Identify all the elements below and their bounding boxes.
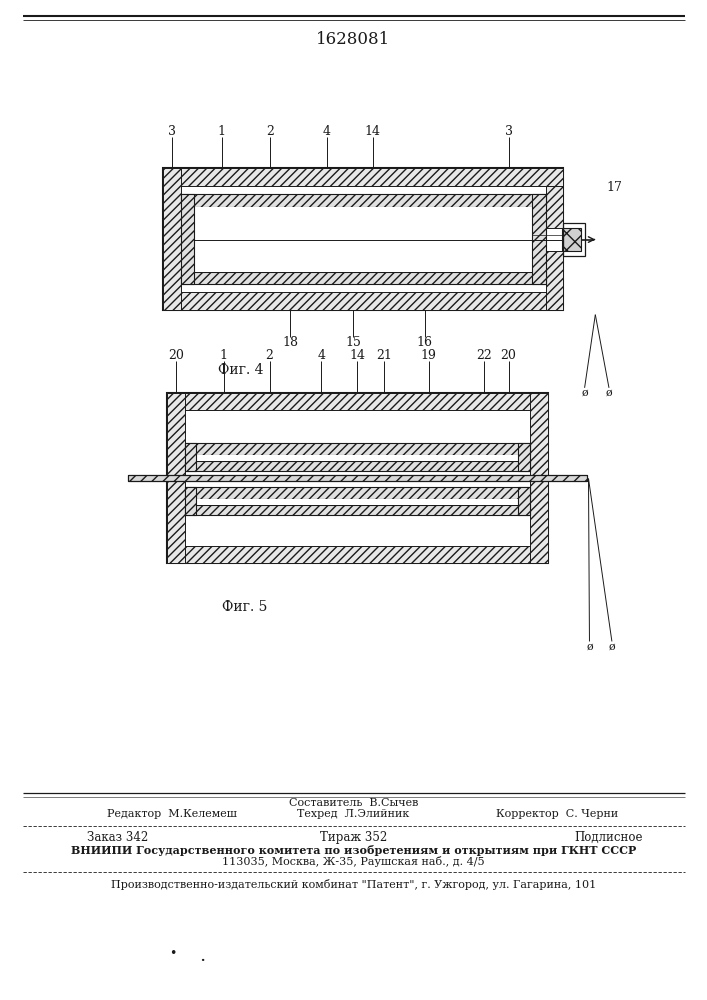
Bar — [185, 487, 530, 499]
Text: 14: 14 — [365, 125, 381, 138]
Text: 17: 17 — [606, 181, 622, 194]
Bar — [530, 393, 547, 563]
Bar — [546, 251, 563, 310]
Bar — [563, 223, 585, 256]
Bar — [167, 393, 547, 563]
Bar — [518, 487, 530, 515]
Bar — [185, 461, 530, 471]
Text: Фиг. 4: Фиг. 4 — [218, 363, 264, 377]
Bar — [163, 168, 563, 186]
Text: 20: 20 — [168, 349, 184, 362]
Bar — [181, 194, 194, 284]
Bar — [185, 443, 197, 471]
Bar — [518, 443, 530, 471]
Text: 113035, Москва, Ж-35, Раушская наб., д. 4/5: 113035, Москва, Ж-35, Раушская наб., д. … — [222, 856, 485, 867]
Text: Техред  Л.Элийник: Техред Л.Элийник — [297, 809, 409, 819]
Bar — [185, 461, 530, 471]
Text: 1628081: 1628081 — [316, 31, 390, 48]
Bar — [518, 443, 530, 471]
Bar — [163, 168, 181, 310]
Text: Корректор  С. Черни: Корректор С. Черни — [496, 809, 619, 819]
Text: 2: 2 — [266, 349, 274, 362]
Text: 4: 4 — [323, 125, 331, 138]
Text: Подлисное: Подлисное — [575, 831, 643, 844]
Text: 3: 3 — [506, 125, 513, 138]
Bar — [181, 194, 194, 284]
Text: 4: 4 — [317, 349, 325, 362]
Text: 19: 19 — [421, 349, 436, 362]
Text: 16: 16 — [416, 336, 433, 349]
Text: Редактор  М.Келемеш: Редактор М.Келемеш — [107, 809, 237, 819]
Text: Производственно-издательский комбинат "Патент", г. Ужгород, ул. Гагарина, 101: Производственно-издательский комбинат "П… — [111, 879, 596, 890]
Text: •: • — [169, 947, 177, 960]
Text: Составитель  В.Сычев: Составитель В.Сычев — [288, 798, 418, 808]
Bar — [185, 505, 530, 515]
Text: 18: 18 — [282, 336, 298, 349]
Bar — [181, 207, 546, 272]
Bar — [181, 194, 546, 207]
Text: Заказ 342: Заказ 342 — [87, 831, 148, 844]
Bar — [185, 505, 530, 515]
Text: 15: 15 — [346, 336, 361, 349]
Bar — [128, 475, 587, 481]
Bar — [532, 194, 546, 284]
Text: 21: 21 — [375, 349, 392, 362]
Text: Фиг. 5: Фиг. 5 — [223, 600, 268, 614]
Bar — [185, 455, 530, 461]
Text: 1: 1 — [220, 349, 228, 362]
Bar — [163, 292, 563, 310]
Bar — [563, 228, 580, 251]
Bar — [185, 487, 197, 515]
Bar — [518, 487, 530, 515]
Text: 14: 14 — [349, 349, 366, 362]
Bar — [167, 546, 547, 563]
Bar — [167, 393, 185, 563]
Bar — [546, 186, 563, 228]
Text: ø: ø — [606, 388, 612, 398]
Bar — [163, 168, 563, 310]
Bar — [167, 393, 547, 410]
Text: 22: 22 — [477, 349, 492, 362]
Text: .: . — [199, 947, 205, 965]
Bar — [532, 194, 546, 284]
Text: 2: 2 — [267, 125, 274, 138]
Text: 20: 20 — [501, 349, 516, 362]
Bar — [185, 443, 530, 455]
Text: ø: ø — [586, 641, 592, 651]
Bar — [185, 443, 197, 471]
Bar — [181, 194, 546, 207]
Text: 1: 1 — [218, 125, 226, 138]
Bar — [185, 487, 197, 515]
Text: Тираж 352: Тираж 352 — [320, 831, 387, 844]
Bar — [128, 475, 587, 481]
Bar — [185, 487, 530, 499]
Bar — [185, 499, 530, 505]
Text: ø: ø — [609, 641, 615, 651]
Text: ВНИИПИ Государственного комитета по изобретениям и открытиям при ГКНТ СССР: ВНИИПИ Государственного комитета по изоб… — [71, 845, 636, 856]
Bar — [181, 272, 546, 284]
Bar — [181, 272, 546, 284]
Text: ø: ø — [581, 388, 588, 398]
Text: 3: 3 — [168, 125, 176, 138]
Bar — [185, 443, 530, 455]
